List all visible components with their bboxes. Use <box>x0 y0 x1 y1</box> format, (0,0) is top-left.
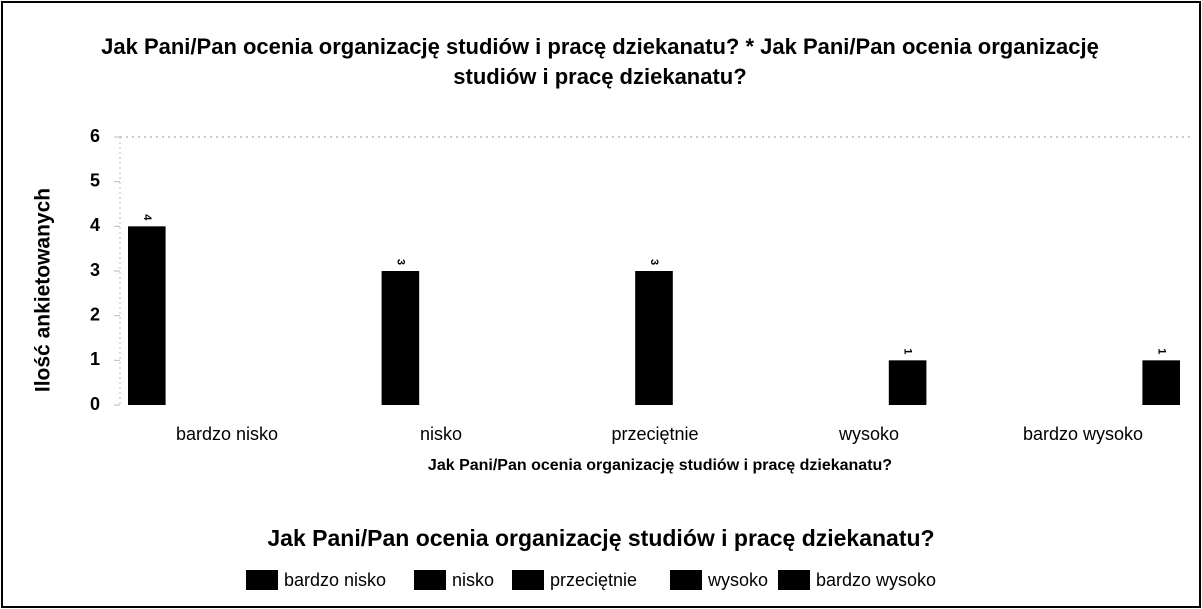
legend-title: Jak Pani/Pan ocenia organizację studiów … <box>267 525 934 551</box>
data-label: 3 <box>648 259 660 265</box>
y-tick-label: 0 <box>90 394 100 414</box>
legend-label: bardzo nisko <box>284 570 386 590</box>
y-tick-label: 4 <box>90 215 100 235</box>
data-label: 4 <box>141 214 153 221</box>
legend-label: bardzo wysoko <box>816 570 936 590</box>
legend-label: wysoko <box>707 570 768 590</box>
x-axis-label: Jak Pani/Pan ocenia organizację studiów … <box>428 457 892 474</box>
y-tick-label: 2 <box>90 304 100 324</box>
bar <box>888 360 927 405</box>
legend-label: przeciętnie <box>550 570 637 590</box>
y-axis-label: Ilość ankietowanych <box>32 188 55 392</box>
legend-swatch <box>670 570 702 590</box>
legend-swatch <box>512 570 544 590</box>
x-tick-label: bardzo wysoko <box>1023 424 1143 444</box>
legend-swatch <box>414 570 446 590</box>
y-tick-label: 5 <box>90 170 100 190</box>
bar <box>381 271 420 405</box>
data-label: 3 <box>394 259 406 265</box>
bar <box>128 226 166 405</box>
x-tick-label: bardzo nisko <box>176 424 278 444</box>
x-tick-label: nisko <box>420 424 462 444</box>
bar <box>635 271 673 405</box>
legend-swatch <box>246 570 278 590</box>
legend-swatch <box>778 570 810 590</box>
x-tick-label: przeciętnie <box>611 424 698 444</box>
data-label: 1 <box>1155 348 1167 354</box>
y-tick-label: 1 <box>90 349 100 369</box>
data-label: 1 <box>902 348 914 354</box>
y-tick-label: 3 <box>90 260 100 280</box>
x-tick-label: wysoko <box>838 424 899 444</box>
chart-title: Jak Pani/Pan ocenia organizację studiów … <box>101 34 1099 89</box>
legend-label: nisko <box>452 570 494 590</box>
bar <box>1142 360 1180 405</box>
y-tick-label: 6 <box>90 126 100 146</box>
